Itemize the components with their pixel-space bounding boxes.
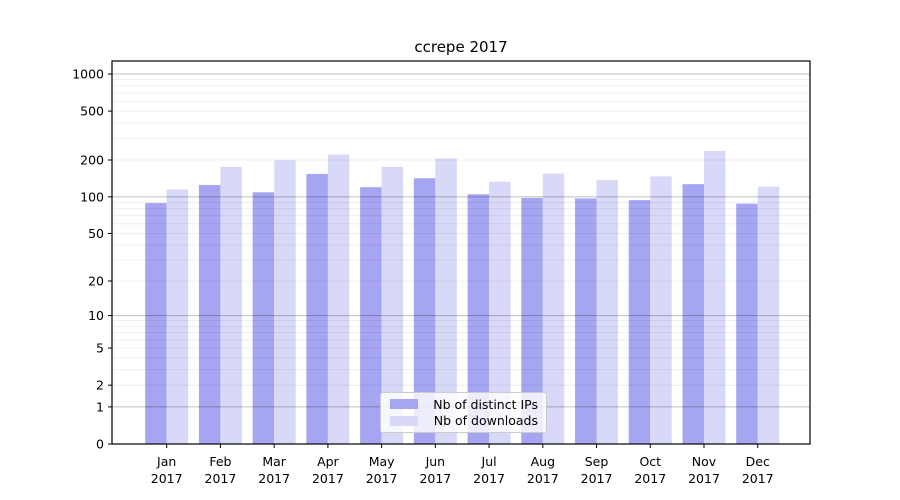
- bar-jan-s0: [145, 203, 167, 444]
- y-tick-label: 10: [88, 308, 104, 323]
- bar-sep-s1: [596, 180, 619, 444]
- bar-oct-s0: [628, 200, 651, 444]
- bar-jan-s1: [166, 189, 189, 444]
- bars-series-0: [145, 173, 758, 445]
- y-tick-label: 5: [96, 341, 104, 356]
- bar-apr-s0: [306, 173, 328, 444]
- bar-feb-s1: [220, 166, 242, 444]
- legend-label-downloads: Nb of downloads: [433, 413, 538, 429]
- y-tick-label: 1: [96, 399, 104, 414]
- bar-aug-s1: [542, 173, 565, 444]
- x-tick-label: Nov 2017: [688, 454, 720, 486]
- x-tick-label: Aug 2017: [527, 454, 559, 486]
- bar-jun-s1: [435, 158, 457, 444]
- x-tick-label: Apr 2017: [312, 454, 344, 486]
- bar-apr-s1: [327, 154, 350, 444]
- legend-item-distinct-ips: Nb of distinct IPs: [390, 397, 538, 412]
- y-tick-label: 500: [80, 104, 104, 119]
- x-tick-label: Oct 2017: [634, 454, 666, 486]
- bar-jul-s1: [489, 181, 511, 444]
- bar-may-s1: [381, 166, 404, 444]
- y-tick-label: 200: [80, 153, 104, 168]
- y-tick-label: 2: [96, 378, 104, 393]
- y-tick-label: 50: [88, 226, 104, 241]
- bar-jul-s0: [467, 194, 490, 444]
- x-tick-label: Mar 2017: [258, 454, 290, 486]
- bar-dec-s0: [736, 203, 758, 444]
- bar-nov-s0: [682, 184, 704, 444]
- gridlines: [112, 73, 810, 408]
- y-tick-label: 100: [80, 189, 104, 204]
- legend-item-downloads: Nb of downloads: [390, 413, 538, 428]
- plot-border: [111, 60, 811, 445]
- bar-dec-s1: [757, 186, 780, 444]
- x-tick-label: Feb 2017: [205, 454, 237, 486]
- bar-sep-s0: [575, 198, 597, 444]
- bar-jun-s0: [413, 178, 436, 445]
- y-tick-label: 1000: [72, 67, 104, 82]
- x-tick-label: May 2017: [366, 454, 398, 486]
- bar-mar-s0: [252, 192, 275, 444]
- x-axis: Jan 2017 Feb 2017 Mar 2017 Apr 2017 May 2017 Jun 20…: [151, 444, 774, 486]
- bar-mar-s1: [274, 160, 296, 444]
- x-tick-label: Jun 2017: [419, 454, 451, 486]
- y-tick-label: 0: [96, 437, 104, 452]
- legend-swatch-downloads: [390, 415, 418, 426]
- bar-aug-s0: [521, 197, 543, 444]
- bar-nov-s1: [704, 150, 726, 444]
- x-tick-label: Dec 2017: [742, 454, 774, 486]
- bar-feb-s0: [198, 185, 221, 444]
- y-axis: 0 1 2 5 10 20 50 100 200 500 1000: [72, 67, 112, 452]
- x-tick-label: Sep 2017: [581, 454, 613, 486]
- bar-oct-s1: [650, 176, 672, 444]
- legend-label-distinct-ips: Nb of distinct IPs: [433, 396, 538, 412]
- x-tick-label: Jan 2017: [151, 454, 183, 486]
- x-tick-label: Jul 2017: [473, 454, 505, 486]
- bar-may-s0: [360, 187, 382, 444]
- legend-swatch-distinct-ips: [390, 399, 418, 410]
- legend: Nb of distinct IPs Nb of downloads: [380, 392, 547, 433]
- chart-title: ccrepe 2017: [414, 38, 508, 56]
- y-tick-label: 20: [88, 273, 104, 288]
- bars-series-1: [166, 150, 780, 444]
